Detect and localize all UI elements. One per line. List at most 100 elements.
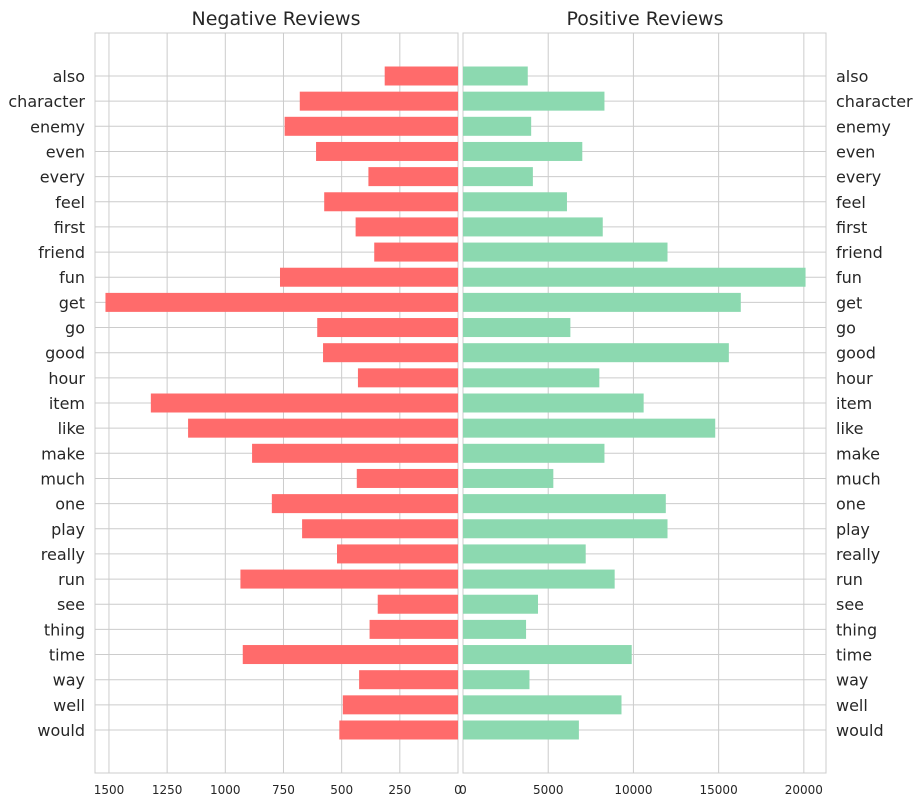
positive-category-label-much: much (836, 469, 881, 488)
negative-x-tick-1500: 1500 (94, 783, 125, 797)
positive-category-label-run: run (836, 570, 863, 589)
negative-category-label-well: well (53, 696, 85, 715)
positive-category-label-would: would (836, 721, 884, 740)
positive-category-label-also: also (836, 67, 868, 86)
negative-bar-make (252, 443, 458, 463)
positive-bar-see (463, 594, 538, 614)
positive-category-label-hour: hour (836, 369, 873, 388)
negative-category-label-item: item (49, 394, 85, 413)
positive-bar-even (463, 141, 583, 161)
negative-category-label-would: would (37, 721, 85, 740)
positive-category-label-way: way (836, 671, 868, 690)
negative-bar-also (384, 66, 458, 86)
positive-reviews-panel: 0 5000 10000 15000 20000 also character enemy ev… (459, 32, 913, 797)
positive-category-label-time: time (836, 646, 872, 665)
positive-category-label-thing: thing (836, 620, 877, 639)
negative-category-label-much: much (40, 469, 85, 488)
positive-category-label-character: character (836, 92, 913, 111)
positive-x-tick-5000: 5000 (533, 783, 564, 797)
negative-category-label-time: time (49, 646, 85, 665)
negative-bar-character (299, 91, 458, 111)
negative-category-label-really: really (41, 545, 85, 564)
positive-bar-time (463, 645, 632, 665)
negative-category-label-fun: fun (59, 268, 85, 287)
positive-bar-enemy (463, 116, 532, 136)
positive-category-label-good: good (836, 344, 876, 363)
negative-bar-like (188, 418, 459, 438)
positive-bar-character (463, 91, 605, 111)
negative-category-label-run: run (58, 570, 85, 589)
positive-category-label-play: play (836, 520, 870, 539)
negative-category-label-friend: friend (38, 243, 85, 262)
positive-bar-much (463, 468, 554, 488)
negative-reviews-panel: 1500 1250 1000 750 500 250 0 also character enemy… (8, 32, 462, 797)
positive-category-label-really: really (836, 545, 880, 564)
positive-bar-really (463, 544, 586, 564)
negative-category-label-thing: thing (44, 620, 85, 639)
positive-bar-run (463, 569, 615, 589)
negative-bar-see (377, 594, 458, 614)
negative-category-label-like: like (58, 419, 85, 438)
positive-category-label-first: first (836, 218, 867, 237)
negative-bar-every (368, 167, 458, 187)
positive-bar-also (463, 66, 528, 86)
negative-category-label-make: make (41, 444, 85, 463)
negative-category-label-first: first (54, 218, 85, 237)
positive-x-tick-20000: 20000 (785, 783, 823, 797)
negative-x-tick-0: 0 (454, 783, 462, 797)
negative-category-label-one: one (55, 495, 85, 514)
positive-category-label-even: even (836, 142, 875, 161)
negative-bar-would (339, 720, 458, 740)
positive-bar-fun (463, 267, 806, 287)
negative-category-label-feel: feel (55, 193, 85, 212)
negative-bar-much (356, 468, 458, 488)
positive-category-label-fun: fun (836, 268, 862, 287)
negative-category-label-even: even (46, 142, 85, 161)
negative-category-label-way: way (53, 671, 85, 690)
positive-bar-go (463, 318, 571, 338)
positive-bar-first (463, 217, 603, 237)
positive-category-label-get: get (836, 293, 862, 312)
positive-category-label-see: see (836, 595, 864, 614)
negative-bar-one (271, 494, 458, 514)
negative-category-label-get: get (59, 293, 85, 312)
positive-bar-one (463, 494, 666, 514)
negative-category-label-go: go (65, 319, 85, 338)
positive-category-label-friend: friend (836, 243, 883, 262)
positive-bar-make (463, 443, 605, 463)
negative-bar-really (337, 544, 458, 564)
positive-category-label-like: like (836, 419, 863, 438)
negative-x-tick-1000: 1000 (210, 783, 241, 797)
positive-bar-like (463, 418, 716, 438)
positive-panel-title: Positive Reviews (567, 8, 724, 30)
negative-bar-get (105, 292, 458, 312)
negative-bar-even (316, 141, 458, 161)
positive-category-label-item: item (836, 394, 872, 413)
positive-bar-get (463, 292, 741, 312)
negative-category-label-every: every (40, 168, 85, 187)
negative-bar-run (240, 569, 458, 589)
positive-category-label-enemy: enemy (836, 117, 891, 136)
negative-x-tick-250: 250 (388, 783, 411, 797)
positive-category-label-feel: feel (836, 193, 866, 212)
positive-category-label-well: well (836, 696, 868, 715)
negative-bar-friend (374, 242, 458, 262)
positive-bar-way (463, 670, 530, 690)
negative-category-label-good: good (45, 344, 85, 363)
positive-x-tick-10000: 10000 (614, 783, 652, 797)
negative-bar-thing (369, 619, 458, 639)
positive-category-label-every: every (836, 168, 881, 187)
positive-category-label-go: go (836, 319, 856, 338)
negative-bar-feel (324, 192, 458, 212)
negative-bar-way (359, 670, 458, 690)
negative-category-label-play: play (51, 520, 85, 539)
negative-bar-well (342, 695, 458, 715)
negative-panel-title: Negative Reviews (192, 8, 361, 30)
negative-bar-time (242, 645, 458, 665)
positive-bar-feel (463, 192, 567, 212)
positive-bar-play (463, 519, 668, 539)
negative-bar-play (302, 519, 458, 539)
positive-x-tick-0: 0 (459, 783, 467, 797)
positive-bar-would (463, 720, 579, 740)
